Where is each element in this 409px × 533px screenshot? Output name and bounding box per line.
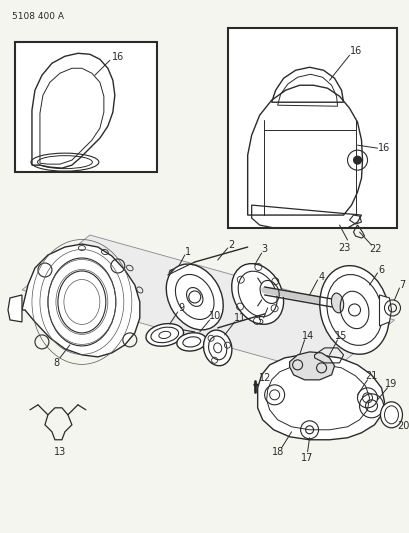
Text: 14: 14 bbox=[301, 331, 313, 341]
Ellipse shape bbox=[231, 264, 283, 325]
Text: 8: 8 bbox=[54, 358, 60, 368]
Ellipse shape bbox=[319, 265, 389, 354]
Ellipse shape bbox=[380, 402, 402, 428]
Text: 2: 2 bbox=[228, 240, 234, 250]
Text: 23: 23 bbox=[337, 243, 350, 253]
Text: 10: 10 bbox=[208, 311, 220, 321]
Text: 5: 5 bbox=[257, 316, 263, 326]
Ellipse shape bbox=[330, 293, 343, 313]
Circle shape bbox=[353, 156, 361, 164]
Polygon shape bbox=[289, 352, 334, 380]
Text: 17: 17 bbox=[301, 453, 313, 463]
Text: 6: 6 bbox=[378, 265, 384, 275]
Text: 13: 13 bbox=[54, 447, 66, 457]
Text: 15: 15 bbox=[335, 331, 347, 341]
Text: 9: 9 bbox=[178, 303, 184, 313]
Ellipse shape bbox=[203, 330, 231, 366]
Text: 12: 12 bbox=[258, 373, 270, 383]
Circle shape bbox=[295, 384, 303, 392]
Polygon shape bbox=[8, 295, 22, 322]
Ellipse shape bbox=[146, 324, 183, 346]
Ellipse shape bbox=[166, 264, 222, 330]
Text: 16: 16 bbox=[378, 143, 390, 153]
Text: 22: 22 bbox=[369, 244, 381, 254]
Text: 4: 4 bbox=[318, 272, 324, 282]
Bar bbox=[227, 28, 396, 228]
Text: 19: 19 bbox=[384, 379, 397, 389]
Text: 3: 3 bbox=[261, 244, 267, 254]
Text: 5108 400 A: 5108 400 A bbox=[12, 12, 64, 21]
Polygon shape bbox=[22, 235, 393, 375]
Bar bbox=[15, 42, 156, 172]
Polygon shape bbox=[257, 355, 384, 440]
Text: 7: 7 bbox=[398, 280, 405, 290]
Text: 21: 21 bbox=[364, 371, 377, 381]
Ellipse shape bbox=[176, 333, 206, 351]
Text: 16: 16 bbox=[111, 52, 124, 62]
Text: 16: 16 bbox=[350, 46, 362, 56]
Polygon shape bbox=[22, 244, 139, 357]
Text: 20: 20 bbox=[396, 421, 409, 431]
Text: 1: 1 bbox=[184, 247, 190, 257]
Polygon shape bbox=[379, 295, 391, 326]
Text: 18: 18 bbox=[271, 447, 283, 457]
Text: 11: 11 bbox=[233, 313, 245, 323]
